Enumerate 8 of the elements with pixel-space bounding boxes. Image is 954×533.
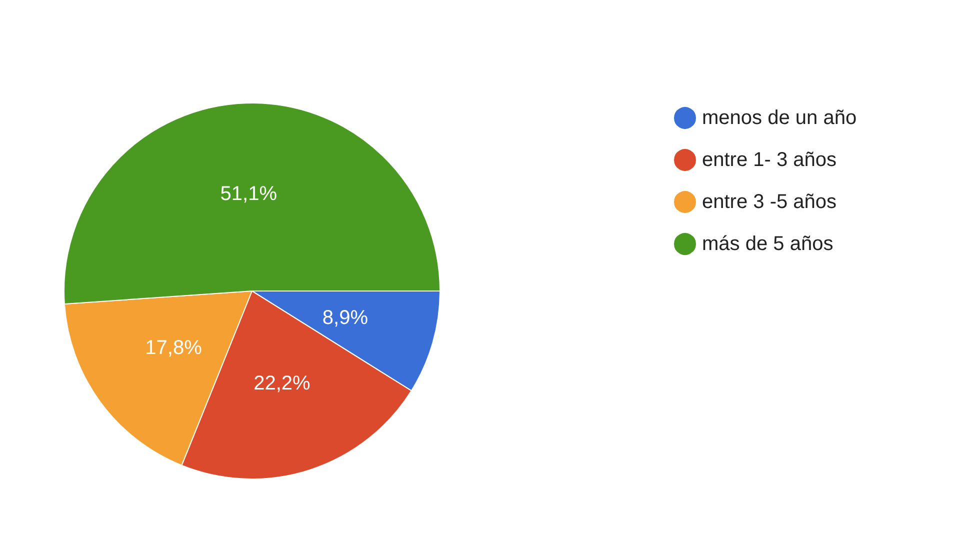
legend-label: entre 3 -5 años xyxy=(702,191,837,213)
legend-label: menos de un año xyxy=(702,107,857,129)
data-label: 22,2% xyxy=(254,372,311,394)
legend-label: entre 1- 3 años xyxy=(702,149,837,171)
data-label: 51,1% xyxy=(220,183,278,206)
data-label: 8,9% xyxy=(322,306,368,329)
legend-label: más de 5 años xyxy=(702,233,834,255)
data-label: 17,8% xyxy=(145,337,202,360)
